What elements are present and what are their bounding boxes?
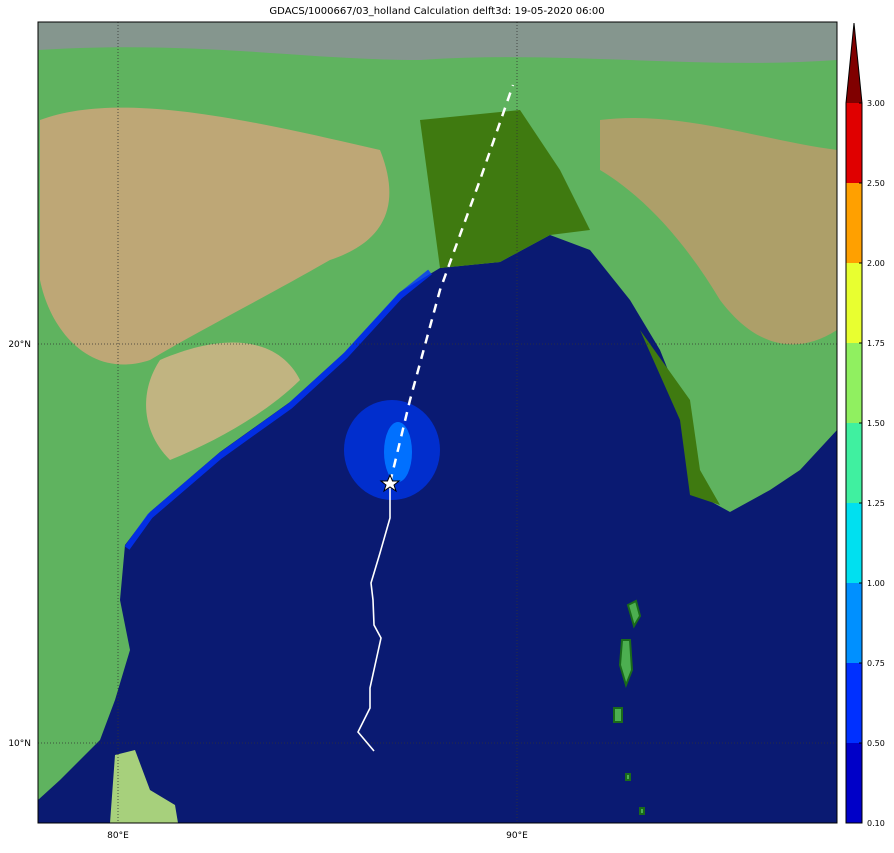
- map: [38, 22, 837, 823]
- graticule: [38, 22, 837, 823]
- colorbar-segment: [846, 503, 862, 583]
- colorbar-tick-label: 0.75: [867, 659, 885, 668]
- colorbar-tick-label: 1.50: [867, 419, 885, 428]
- past-track: [357, 483, 391, 752]
- colorbar-tick-label: 2.50: [867, 179, 885, 188]
- forecast-track: [388, 84, 515, 484]
- colorbar-segment: [846, 343, 862, 423]
- colorbar: 0.10 0.50 0.75 1.00 1.25 1.50 1.75 2.00 2.50 3.00: [845, 22, 885, 828]
- colorbar-segment: [846, 743, 862, 823]
- colorbar-tick-label: 3.00: [867, 99, 885, 108]
- lat-label: 10°N: [8, 739, 31, 749]
- colorbar-tick-label: 2.00: [867, 259, 885, 268]
- colorbar-segment: [846, 183, 862, 263]
- storm-position: [379, 473, 401, 493]
- colorbar-segment: [846, 103, 862, 183]
- lat-label: 20°N: [8, 340, 31, 350]
- colorbar-segment: [846, 263, 862, 343]
- colorbar-tick-label: 1.25: [867, 499, 885, 508]
- colorbar-tick-label: 1.75: [867, 339, 885, 348]
- colorbar-segment: [846, 423, 862, 503]
- colorbar-extension: [846, 23, 862, 103]
- map-frame: [37, 21, 838, 824]
- colorbar-segment: [846, 583, 862, 663]
- colorbar-tick-label: 0.50: [867, 739, 885, 748]
- map-title: GDACS/1000667/03_holland Calculation del…: [269, 6, 604, 17]
- colorbar-tick-label: 0.10: [867, 819, 885, 828]
- colorbar-tick-label: 1.00: [867, 579, 885, 588]
- colorbar-segment: [846, 663, 862, 743]
- lon-label: 90°E: [506, 831, 528, 841]
- lon-label: 80°E: [107, 831, 129, 841]
